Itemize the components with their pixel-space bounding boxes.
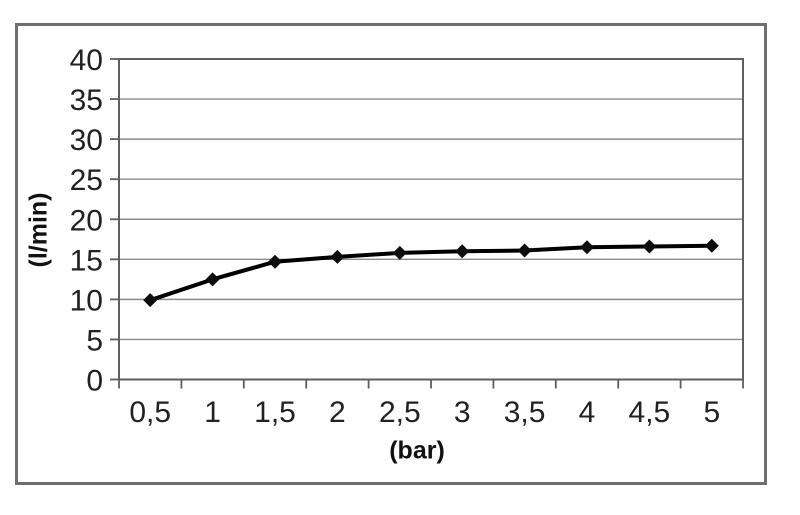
data-point-marker <box>642 239 657 254</box>
y-tick-label: 30 <box>70 124 103 157</box>
x-tick-label: 2 <box>329 396 346 429</box>
y-tick-label: 10 <box>70 284 103 317</box>
data-point-marker <box>205 272 220 287</box>
y-tick-label: 15 <box>70 244 103 277</box>
data-point-marker <box>330 249 345 264</box>
x-tick-label: 1,5 <box>254 396 296 429</box>
x-tick-label: 5 <box>703 396 720 429</box>
x-axis-title: (bar) <box>389 436 445 465</box>
y-tick-label: 40 <box>70 44 103 77</box>
data-point-marker <box>268 254 282 269</box>
data-point-marker <box>143 293 158 308</box>
data-point-marker <box>517 243 532 258</box>
x-tick-label: 3,5 <box>504 396 546 429</box>
y-tick-label: 35 <box>70 84 103 117</box>
x-tick-label: 0,5 <box>129 396 171 429</box>
data-point-marker <box>580 240 594 255</box>
data-point-marker <box>455 244 470 259</box>
x-tick-label: 1 <box>204 396 221 429</box>
x-tick-label: 3 <box>454 396 471 429</box>
x-tick-label: 4 <box>579 396 596 429</box>
x-tick-label: 4,5 <box>629 396 671 429</box>
y-axis-title: (l/min) <box>24 192 53 268</box>
y-tick-label: 5 <box>86 324 103 357</box>
y-tick-label: 25 <box>70 164 103 197</box>
data-point-marker <box>704 238 719 253</box>
y-tick-label: 20 <box>70 204 103 237</box>
series-line <box>148 243 714 303</box>
y-tick-label: 0 <box>86 365 103 398</box>
x-tick-label: 2,5 <box>379 396 421 429</box>
data-point-marker <box>392 245 407 260</box>
